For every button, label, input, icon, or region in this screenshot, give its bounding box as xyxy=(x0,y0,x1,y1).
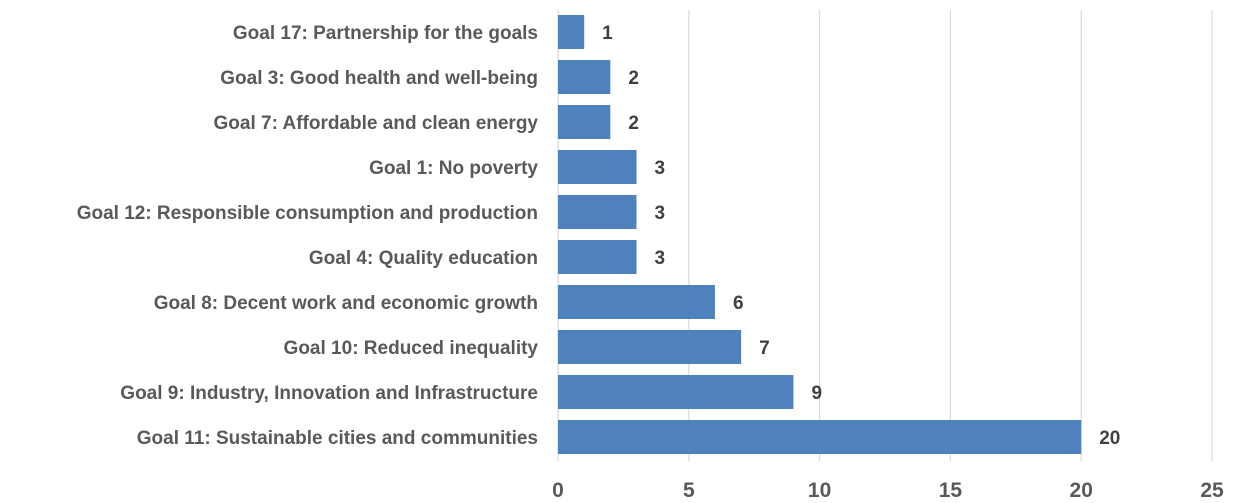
bar xyxy=(558,15,585,49)
bar xyxy=(558,420,1082,454)
category-label: Goal 9: Industry, Innovation and Infrast… xyxy=(120,383,538,404)
bar xyxy=(558,60,611,94)
category-label: Goal 11: Sustainable cities and communit… xyxy=(137,428,538,449)
bar xyxy=(558,285,715,319)
category-label: Goal 12: Responsible consumption and pro… xyxy=(77,203,538,224)
bar xyxy=(558,375,794,409)
value-label: 3 xyxy=(654,158,665,179)
x-axis-ticks: 0 5 10 15 20 25 xyxy=(552,479,1224,502)
category-labels: Goal 17: Partnership for the goals Goal 3… xyxy=(77,23,539,449)
category-label: Goal 3: Good health and well-being xyxy=(220,68,538,89)
value-label: 9 xyxy=(811,383,822,404)
x-tick-label: 10 xyxy=(808,479,831,502)
value-label: 2 xyxy=(628,113,639,134)
value-label: 3 xyxy=(654,203,665,224)
x-tick-label: 20 xyxy=(1070,479,1093,502)
bars xyxy=(558,15,1082,454)
category-label: Goal 10: Reduced inequality xyxy=(284,338,539,359)
category-label: Goal 1: No poverty xyxy=(369,158,538,179)
x-tick-label: 0 xyxy=(552,479,564,502)
x-tick-label: 25 xyxy=(1200,479,1224,502)
x-tick-label: 15 xyxy=(939,479,963,502)
value-label: 6 xyxy=(733,293,744,314)
value-labels: 1 2 2 3 3 3 6 7 9 20 xyxy=(602,23,1120,449)
category-label: Goal 17: Partnership for the goals xyxy=(233,23,538,44)
value-label: 20 xyxy=(1099,428,1120,449)
value-label: 2 xyxy=(628,68,639,89)
x-tick-label: 5 xyxy=(683,479,695,502)
category-label: Goal 4: Quality education xyxy=(309,248,538,269)
value-label: 3 xyxy=(654,248,665,269)
bar xyxy=(558,195,637,229)
bar xyxy=(558,240,637,274)
bar xyxy=(558,105,611,139)
value-label: 1 xyxy=(602,23,613,44)
category-label: Goal 8: Decent work and economic growth xyxy=(154,293,538,314)
value-label: 7 xyxy=(759,338,770,359)
bar xyxy=(558,150,637,184)
category-label: Goal 7: Affordable and clean energy xyxy=(214,113,539,134)
bar xyxy=(558,330,742,364)
